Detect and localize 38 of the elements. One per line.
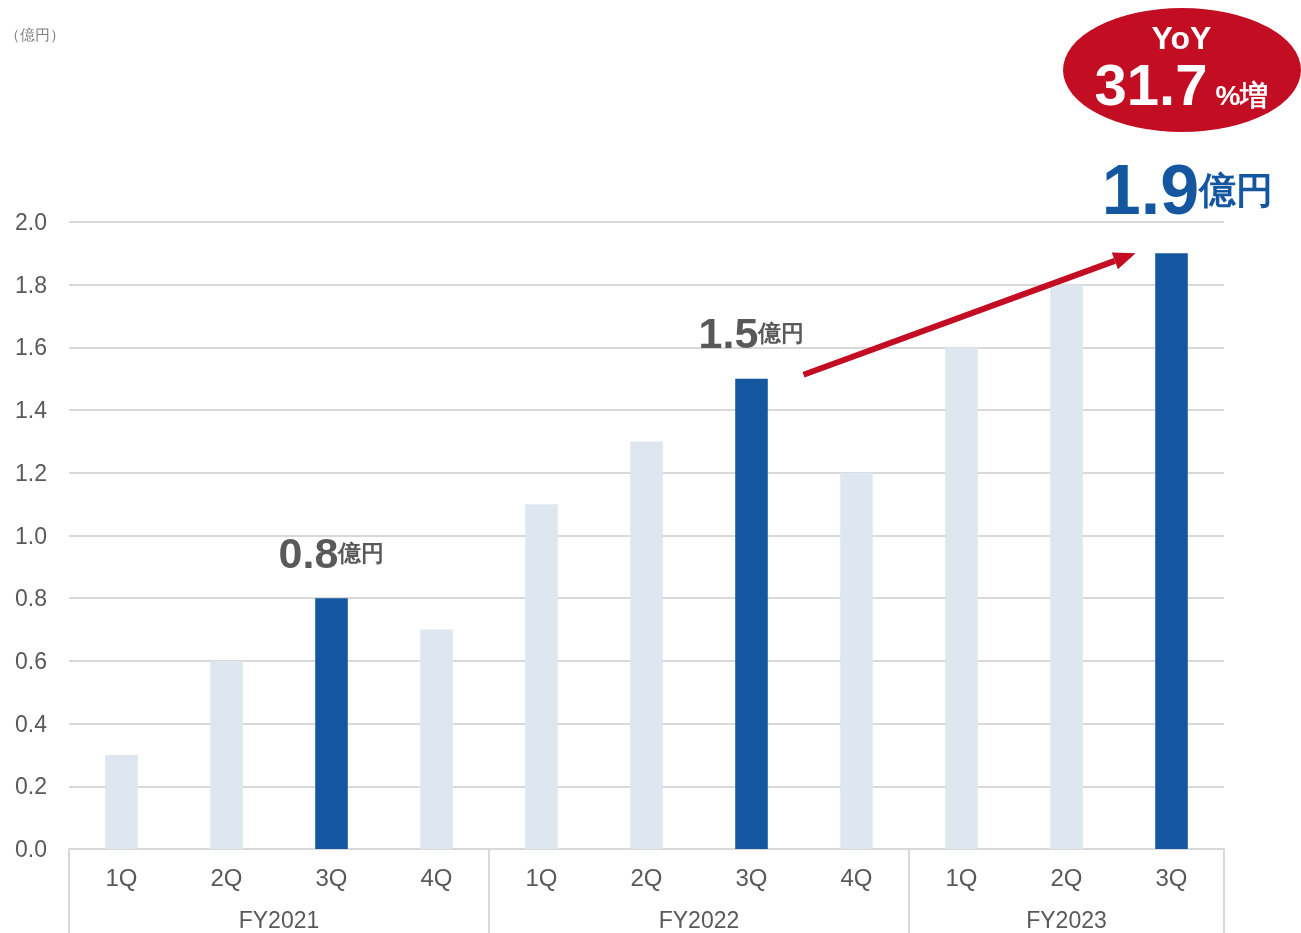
bar bbox=[945, 347, 978, 849]
bar bbox=[525, 504, 558, 849]
x-tick-label: 3Q bbox=[1155, 863, 1188, 891]
y-tick-label: 0.4 bbox=[15, 710, 48, 737]
x-tick-label: 4Q bbox=[420, 863, 453, 891]
bar bbox=[105, 754, 138, 849]
text: FY2022 bbox=[658, 907, 740, 933]
x-tick-label: 1Q bbox=[945, 863, 978, 891]
text: FY2021 bbox=[238, 907, 320, 933]
x-tick-label: 4Q bbox=[840, 863, 873, 891]
text: （億円） bbox=[5, 26, 65, 43]
bar bbox=[315, 598, 348, 849]
text: YoY 31.7%増 bbox=[1093, 20, 1270, 117]
y-tick-label: 2.0 bbox=[15, 209, 47, 235]
bar bbox=[1050, 284, 1083, 849]
y-tick-label: 1.4 bbox=[15, 397, 48, 424]
bar bbox=[210, 660, 243, 849]
y-tick-label: 0.8 bbox=[15, 585, 47, 612]
y-tick-label: 1.2 bbox=[15, 459, 47, 486]
y-tick-label: 1.0 bbox=[15, 522, 47, 549]
y-tick-label: 0.6 bbox=[15, 647, 47, 674]
y-tick-label: 0.0 bbox=[15, 836, 47, 862]
bar bbox=[630, 441, 663, 849]
y-tick-label: 1.6 bbox=[15, 334, 47, 361]
bar bbox=[420, 629, 453, 849]
x-tick-label: 2Q bbox=[630, 863, 663, 891]
bar bbox=[840, 472, 873, 849]
text: FY2023 bbox=[1026, 907, 1107, 933]
x-tick-label: 2Q bbox=[1050, 863, 1083, 891]
bar bbox=[1155, 253, 1188, 849]
bar bbox=[735, 378, 768, 849]
x-tick-label: 3Q bbox=[315, 863, 348, 891]
x-tick-label: 3Q bbox=[735, 863, 768, 891]
x-tick-label: 2Q bbox=[210, 863, 243, 891]
x-tick-label: 1Q bbox=[525, 863, 558, 891]
x-tick-label: 1Q bbox=[105, 863, 138, 891]
y-tick-label: 1.8 bbox=[15, 271, 47, 298]
y-tick-label: 0.2 bbox=[15, 773, 47, 800]
